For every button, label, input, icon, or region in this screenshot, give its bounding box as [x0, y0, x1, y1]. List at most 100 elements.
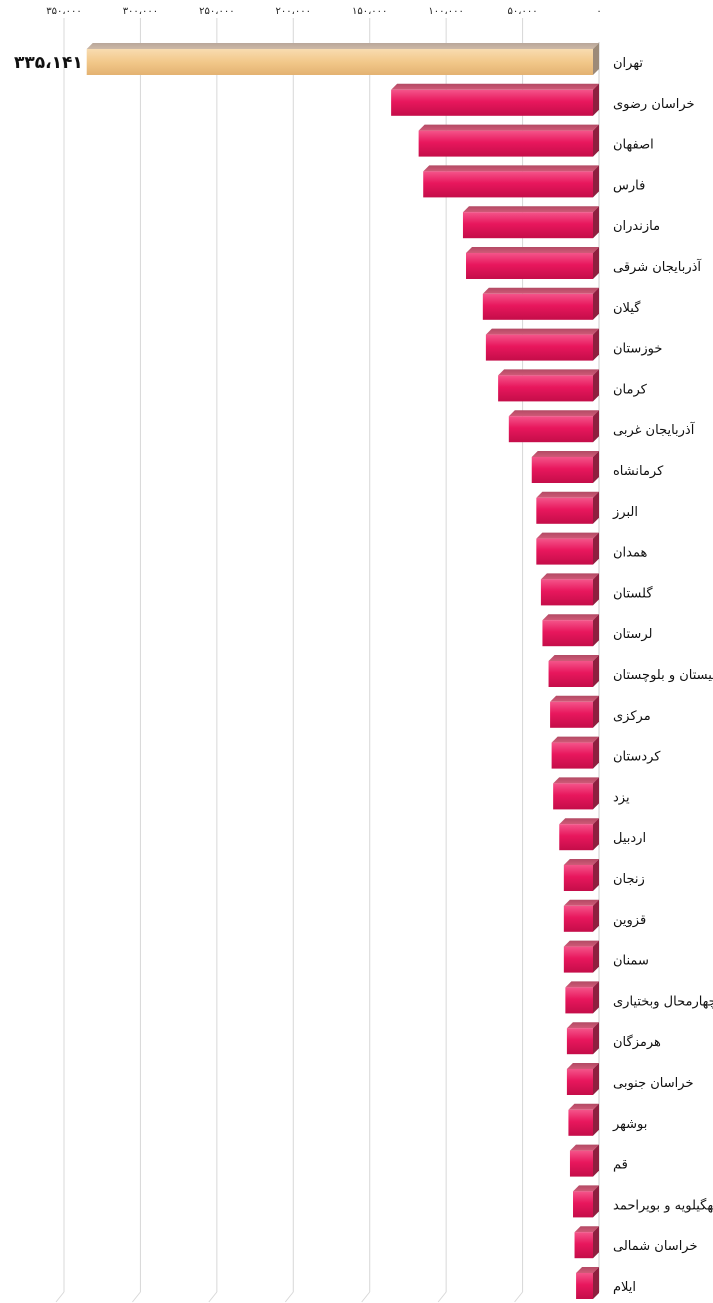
bar [566, 1063, 599, 1095]
bars [86, 43, 600, 1299]
bar-top-face [550, 695, 599, 702]
bar-front-face [548, 661, 593, 687]
bar-top-face [536, 532, 599, 539]
bar-side-face [593, 410, 599, 443]
bar [569, 1144, 599, 1177]
bar-top-face [573, 1185, 599, 1192]
bar-top-face [542, 614, 599, 621]
bar [548, 655, 599, 687]
bar-top-face [418, 124, 599, 131]
bar-top-face [498, 369, 599, 376]
category-label: خراسان رضوی [613, 97, 695, 112]
bar [423, 165, 599, 198]
bar-front-face [540, 579, 593, 606]
grid-line-foot [208, 1291, 218, 1303]
bar-front-face [86, 49, 593, 75]
bar [540, 573, 599, 606]
bar-side-face [593, 328, 599, 361]
bar-front-face [553, 783, 593, 810]
bar-side-face [593, 206, 599, 239]
bar-top-face [485, 328, 599, 335]
category-label: هرمزگان [613, 1034, 661, 1050]
bar-front-face [550, 701, 593, 728]
category-label: گلستان [613, 585, 653, 601]
grid-line-foot [284, 1291, 294, 1303]
bar-front-face [508, 416, 593, 443]
x-tick-label: ۵۰،۰۰۰ [508, 6, 538, 17]
bar [508, 410, 599, 443]
bar-side-face [593, 818, 599, 851]
grid-line-foot [437, 1291, 447, 1303]
x-tick-label: ۰ [596, 6, 601, 17]
bar-front-face [559, 824, 593, 851]
bar-side-face [593, 655, 599, 687]
bar-top-face [565, 981, 599, 988]
category-label: خراسان شمالی [613, 1239, 698, 1254]
bar-top-face [566, 1063, 599, 1069]
category-label: خوزستان [613, 342, 662, 357]
bar-front-face [576, 1273, 593, 1299]
bar-side-face [593, 124, 599, 157]
category-label: زنجان [613, 872, 645, 887]
category-label: مازندران [613, 219, 660, 234]
grid-line-foot [132, 1291, 141, 1303]
bar [466, 247, 599, 279]
bar [559, 818, 599, 851]
bar-top-face [86, 43, 600, 49]
grid-line-foot [361, 1291, 371, 1303]
bar-front-face [569, 1150, 593, 1177]
category-label: گیلان [613, 300, 641, 316]
x-tick-label: ۲۰۰،۰۰۰ [276, 6, 311, 17]
bar [576, 1267, 599, 1299]
bar-side-face [593, 1103, 599, 1136]
bar-side-face [593, 247, 599, 279]
bar-side-face [593, 1185, 599, 1218]
bar-front-face [391, 89, 593, 116]
category-label: آذربایجان شرقی [613, 258, 702, 275]
x-tick-label: ۳۰۰،۰۰۰ [123, 6, 158, 17]
bar-side-face [593, 83, 599, 116]
bar-top-face [462, 206, 599, 213]
bar-highlight [86, 43, 600, 75]
bar-top-face [576, 1267, 599, 1273]
bar [531, 451, 599, 483]
bar [482, 287, 599, 320]
bar [563, 899, 599, 932]
category-label: لرستان [613, 627, 652, 642]
bar-front-face [565, 987, 593, 1014]
bar-top-face [540, 573, 599, 580]
bar [563, 859, 599, 891]
bar-front-face [482, 293, 593, 320]
bar [551, 736, 599, 769]
bar-top-face [553, 777, 599, 784]
bar-top-face [559, 818, 599, 825]
bar [573, 1185, 599, 1218]
category-label: سمنان [613, 954, 649, 969]
bar-side-face [593, 1063, 599, 1095]
bar-front-face [462, 212, 593, 239]
bar [566, 1022, 599, 1055]
bar-front-face [485, 334, 593, 361]
bar-front-face [531, 457, 593, 483]
category-label: تهران [613, 56, 643, 71]
bar-top-face [563, 940, 599, 947]
bar-top-face [466, 247, 599, 253]
bar-top-face [566, 1022, 599, 1029]
bar-front-face [498, 375, 593, 402]
bar-side-face [593, 1226, 599, 1259]
bar-front-face [573, 1191, 593, 1218]
bar-front-face [563, 946, 593, 973]
bar-side-face [593, 165, 599, 198]
bar-side-face [593, 899, 599, 932]
bar-side-face [593, 1144, 599, 1177]
x-tick-label: ۲۵۰،۰۰۰ [199, 6, 234, 17]
bar-front-face [466, 253, 593, 279]
bar-front-face [563, 905, 593, 932]
bar-front-face [574, 1232, 593, 1259]
bar-top-face [548, 655, 599, 661]
bar-top-face [574, 1226, 599, 1233]
category-label: کرمان [613, 382, 648, 397]
x-axis-ticks: ۰ ۵۰،۰۰۰ ۱۰۰،۰۰۰ ۱۵۰،۰۰۰ ۲۰۰،۰۰۰ ۲۵۰،۰۰۰ ۳۰۰،۰… [46, 6, 601, 17]
bar [498, 369, 599, 402]
bar [536, 532, 599, 565]
